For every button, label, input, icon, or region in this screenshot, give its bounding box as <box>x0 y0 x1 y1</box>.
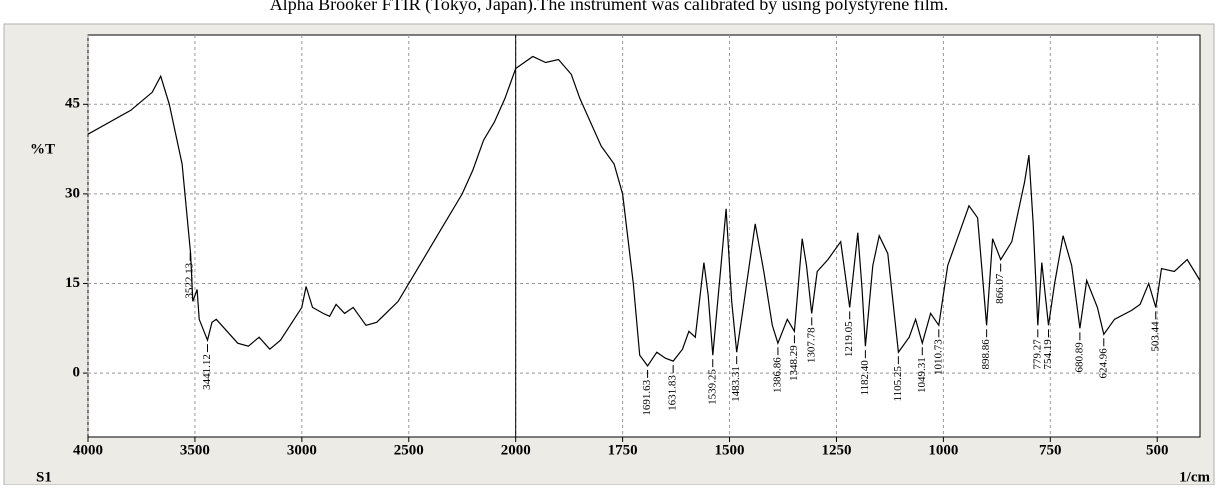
peak-label: 1219.05 <box>843 321 855 357</box>
peak-label: 1049.31 <box>916 357 928 393</box>
peak-label: 1182.40 <box>859 360 871 396</box>
peak-label: 3522.13 <box>184 262 196 298</box>
peak-label: 1105.25 <box>892 366 904 402</box>
peak-label: 3441.12 <box>201 354 213 390</box>
y-axis-label: %T <box>30 141 55 157</box>
peak-label: 1348.29 <box>788 345 800 381</box>
x-tick-label: 4000 <box>73 442 103 458</box>
peak-label: 1483.31 <box>730 366 742 402</box>
y-tick-label: 15 <box>65 275 80 291</box>
x-tick-label: 2500 <box>394 442 424 458</box>
y-tick-label: 30 <box>65 185 80 201</box>
x-tick-label: 1750 <box>608 442 638 458</box>
peak-label: 1010.73 <box>932 339 944 375</box>
peak-label: 1539.25 <box>706 369 718 405</box>
y-tick-label: 0 <box>73 365 81 381</box>
x-tick-label: 1250 <box>821 442 851 458</box>
peak-label: 680.89 <box>1073 342 1085 373</box>
peak-label: 754.19 <box>1042 339 1054 370</box>
x-tick-label: 1000 <box>928 442 958 458</box>
peak-label: 503.44 <box>1149 321 1161 352</box>
y-tick-label: 45 <box>65 96 80 112</box>
x-tick-label: 1500 <box>715 442 745 458</box>
peak-label: 779.27 <box>1031 339 1043 370</box>
peak-label: 624.96 <box>1097 348 1109 379</box>
peak-label: 866.07 <box>994 273 1006 304</box>
peak-label: 1307.78 <box>805 327 817 363</box>
plot-area <box>87 34 1201 438</box>
x-tick-label: 2000 <box>501 442 531 458</box>
x-tick-label: 3000 <box>287 442 317 458</box>
x-tick-label: 750 <box>1039 442 1062 458</box>
peak-label: 898.86 <box>980 339 992 370</box>
sample-label: S1 <box>36 469 52 485</box>
x-tick-label: 3500 <box>180 442 210 458</box>
spectrum-line <box>87 55 1201 367</box>
peak-label: 1386.86 <box>771 357 783 393</box>
peak-label: 1631.83 <box>667 375 679 411</box>
peak-label: 1691.63 <box>641 379 653 415</box>
x-axis-label: 1/cm <box>1179 469 1210 485</box>
x-tick-label: 500 <box>1146 442 1169 458</box>
caption: Alpha Brooker FTIR (Tokyo, Japan).The in… <box>270 0 949 15</box>
